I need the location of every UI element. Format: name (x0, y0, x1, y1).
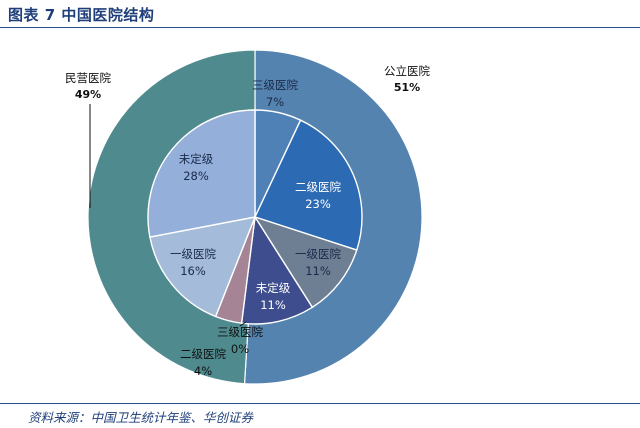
inner-value-label-7: 16% (180, 264, 206, 278)
inner-value-label-2: 23% (305, 197, 331, 211)
inner-value-label-8: 28% (183, 169, 209, 183)
inner-value-label-4: 11% (260, 298, 286, 312)
outer-category-label-1: 公立医院 (384, 64, 430, 78)
outer-category-label-2: 民营医院 (65, 71, 111, 85)
bottom-divider (0, 403, 640, 404)
inner-category-label-2: 二级医院 (295, 180, 341, 194)
inner-slice-7 (149, 216, 257, 318)
inner-slice-8 (147, 109, 256, 238)
inner-category-label-4: 未定级 (256, 281, 291, 295)
inner-value-label-3: 11% (305, 264, 331, 278)
outer-value-label-1: 51% (394, 81, 420, 94)
inner-category-label-7: 一级医院 (170, 247, 216, 261)
inner-value-label-6: 4% (194, 364, 212, 378)
inner-value-label-5: 0% (231, 342, 249, 356)
top-divider (0, 27, 640, 28)
inner-slice-3 (253, 215, 358, 309)
inner-value-label-1: 7% (266, 95, 284, 109)
outer-value-label-2: 49% (75, 88, 101, 101)
inner-category-label-6: 二级医院 (180, 347, 226, 361)
inner-category-label-8: 未定级 (179, 152, 214, 166)
inner-category-label-5: 三级医院 (217, 325, 263, 339)
source-note: 资料来源：中国卫生统计年鉴、华创证券 (28, 410, 254, 425)
inner-slice-4 (240, 214, 314, 325)
inner-label-leader-1 (239, 321, 247, 327)
inner-slice-2 (254, 119, 363, 251)
inner-category-label-3: 一级医院 (295, 247, 341, 261)
inner-category-label-1: 三级医院 (252, 78, 298, 92)
figure-title: 图表 7 中国医院结构 (8, 6, 155, 24)
